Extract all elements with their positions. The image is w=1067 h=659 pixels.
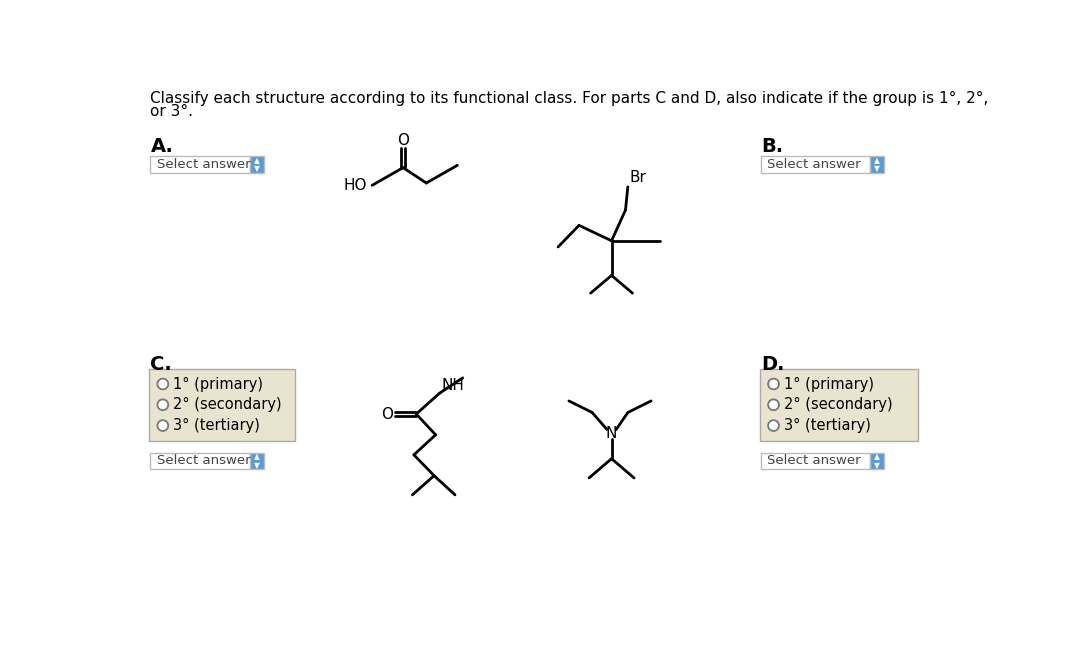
- Text: ▲
▼: ▲ ▼: [254, 452, 259, 470]
- Text: O: O: [397, 133, 409, 148]
- Text: or 3°.: or 3°.: [150, 105, 193, 119]
- Text: 3° (tertiary): 3° (tertiary): [173, 418, 259, 433]
- Circle shape: [768, 379, 779, 389]
- FancyBboxPatch shape: [250, 453, 264, 469]
- FancyBboxPatch shape: [150, 156, 250, 173]
- Text: D.: D.: [761, 355, 784, 374]
- Text: Br: Br: [630, 170, 647, 185]
- Circle shape: [158, 420, 169, 431]
- FancyBboxPatch shape: [761, 453, 870, 469]
- Text: 2° (secondary): 2° (secondary): [783, 397, 892, 413]
- Text: B.: B.: [761, 137, 783, 156]
- FancyBboxPatch shape: [870, 453, 883, 469]
- Text: Select answer: Select answer: [767, 158, 861, 171]
- Text: C.: C.: [150, 355, 172, 374]
- FancyBboxPatch shape: [150, 453, 250, 469]
- Text: Select answer: Select answer: [767, 455, 861, 467]
- FancyBboxPatch shape: [149, 368, 296, 441]
- Text: 1° (primary): 1° (primary): [173, 376, 262, 391]
- Text: NH: NH: [442, 378, 465, 393]
- Text: HO: HO: [344, 178, 367, 193]
- Text: ▲
▼: ▲ ▼: [254, 156, 259, 173]
- Text: Classify each structure according to its functional class. For parts C and D, al: Classify each structure according to its…: [150, 92, 989, 106]
- Circle shape: [158, 399, 169, 410]
- FancyBboxPatch shape: [760, 368, 918, 441]
- Circle shape: [768, 399, 779, 410]
- Text: 2° (secondary): 2° (secondary): [173, 397, 282, 413]
- Text: ▲
▼: ▲ ▼: [874, 156, 879, 173]
- Text: 3° (tertiary): 3° (tertiary): [783, 418, 871, 433]
- FancyBboxPatch shape: [870, 156, 883, 173]
- Text: ▲
▼: ▲ ▼: [874, 452, 879, 470]
- Text: N: N: [606, 426, 617, 441]
- Circle shape: [158, 379, 169, 389]
- Text: A.: A.: [150, 137, 173, 156]
- FancyBboxPatch shape: [761, 156, 870, 173]
- Circle shape: [768, 420, 779, 431]
- Text: O: O: [382, 407, 394, 422]
- FancyBboxPatch shape: [250, 156, 264, 173]
- Text: Select answer: Select answer: [157, 455, 251, 467]
- Text: 1° (primary): 1° (primary): [783, 376, 874, 391]
- Text: Select answer: Select answer: [157, 158, 251, 171]
